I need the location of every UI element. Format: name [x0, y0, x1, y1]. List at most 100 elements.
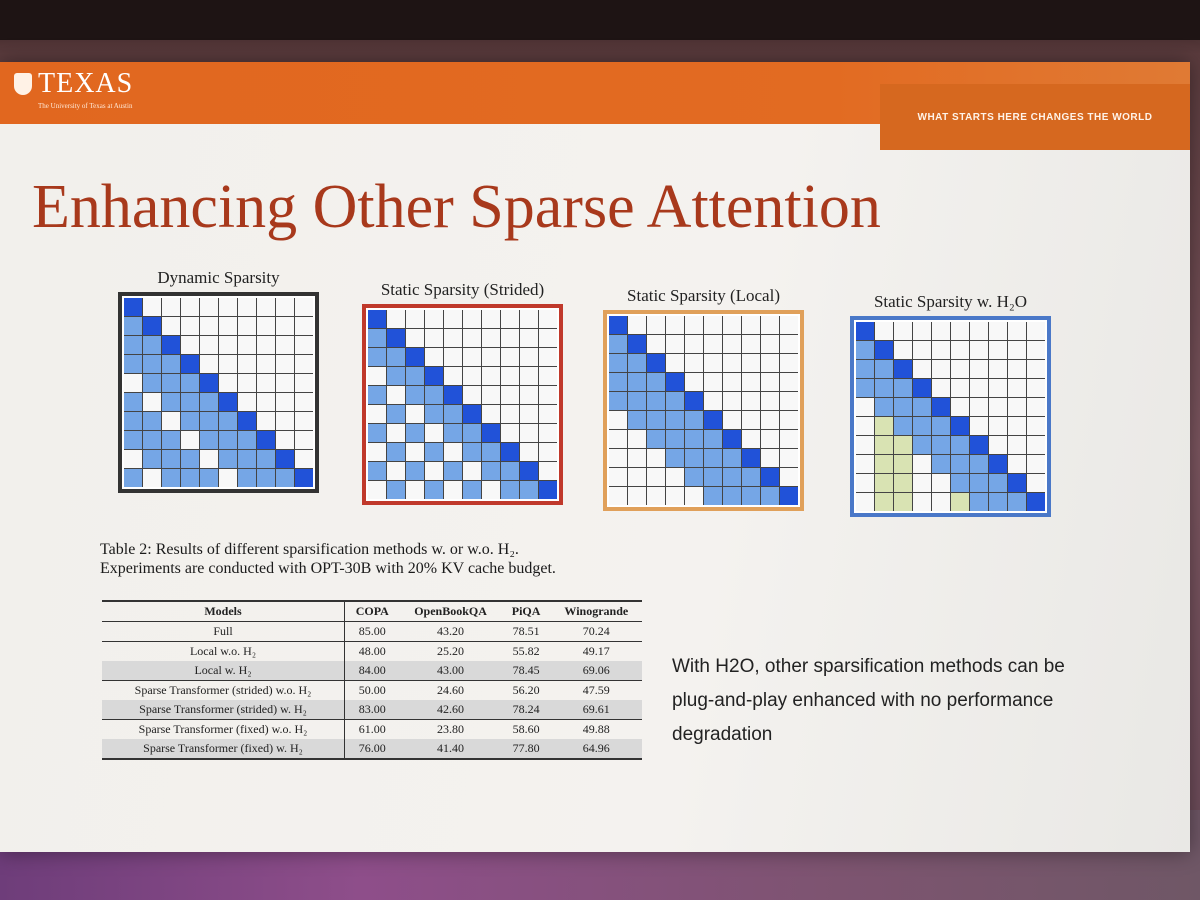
grid-cell — [143, 393, 161, 411]
grid-cell — [875, 379, 893, 397]
score-cell: 61.00 — [344, 719, 400, 739]
score-cell: 49.17 — [550, 641, 642, 661]
grid-cell — [628, 411, 646, 429]
grid-cell — [894, 474, 912, 492]
grid-cell — [894, 455, 912, 473]
grid-cell — [482, 386, 500, 404]
grid-cell — [780, 335, 798, 353]
grid-cell — [295, 412, 313, 430]
grid-cell — [685, 468, 703, 486]
grid-cell — [200, 450, 218, 468]
grid-cell — [780, 487, 798, 505]
grid-cell — [723, 411, 741, 429]
grid-cell — [970, 436, 988, 454]
matrix-frame — [362, 304, 563, 505]
grid-cell — [704, 354, 722, 372]
grid-cell — [539, 348, 557, 366]
score-cell: 55.82 — [501, 641, 551, 661]
grid-cell — [219, 450, 237, 468]
grid-cell — [951, 417, 969, 435]
grid-cell — [425, 329, 443, 347]
table-row: Sparse Transformer (strided) w.o. H₂ 50.… — [102, 680, 642, 700]
grid-cell — [162, 298, 180, 316]
grid-cell — [425, 443, 443, 461]
grid-cell — [276, 431, 294, 449]
header-winogrande: Winogrande — [550, 600, 642, 622]
grid-cell — [704, 430, 722, 448]
grid-cell — [387, 462, 405, 480]
grid-cell — [257, 431, 275, 449]
grid-cell — [200, 298, 218, 316]
score-cell: 58.60 — [501, 719, 551, 739]
grid-cell — [761, 411, 779, 429]
grid-cell — [894, 493, 912, 511]
grid-cell — [520, 367, 538, 385]
attention-grid — [124, 298, 313, 487]
grid-cell — [463, 443, 481, 461]
grid-cell — [520, 462, 538, 480]
grid-cell — [143, 412, 161, 430]
grid-cell — [647, 373, 665, 391]
matrix-label: Static Sparsity w. H₂O — [873, 292, 1028, 311]
grid-cell — [1027, 417, 1045, 435]
grid-cell — [647, 487, 665, 505]
grid-cell — [932, 398, 950, 416]
grid-cell — [276, 450, 294, 468]
score-cell: 70.24 — [550, 621, 642, 642]
grid-cell — [520, 310, 538, 328]
grid-cell — [181, 298, 199, 316]
grid-cell — [257, 336, 275, 354]
grid-cell — [238, 336, 256, 354]
room-background-top — [0, 0, 1200, 40]
grid-cell — [257, 393, 275, 411]
grid-cell — [501, 386, 519, 404]
grid-cell — [647, 411, 665, 429]
grid-cell — [181, 450, 199, 468]
table-row: Sparse Transformer (fixed) w. H₂ 76.00 4… — [102, 739, 642, 760]
grid-cell — [406, 481, 424, 499]
grid-cell — [666, 373, 684, 391]
table-row: Full 85.00 43.20 78.51 70.24 — [102, 621, 642, 642]
grid-cell — [704, 373, 722, 391]
score-cell: 76.00 — [344, 739, 400, 760]
grid-cell — [238, 431, 256, 449]
score-cell: 23.80 — [399, 719, 502, 739]
grid-cell — [463, 367, 481, 385]
grid-cell — [219, 469, 237, 487]
grid-cell — [387, 367, 405, 385]
score-cell: 69.06 — [550, 661, 642, 681]
matrix-label: Static Sparsity (Local) — [627, 286, 780, 305]
header-copa: COPA — [344, 600, 400, 622]
grid-cell — [539, 462, 557, 480]
grid-cell — [704, 392, 722, 410]
grid-cell — [276, 298, 294, 316]
grid-cell — [742, 392, 760, 410]
grid-cell — [1027, 474, 1045, 492]
grid-cell — [425, 348, 443, 366]
grid-cell — [368, 443, 386, 461]
grid-cell — [913, 360, 931, 378]
table-row: Sparse Transformer (strided) w. H₂ 83.00… — [102, 700, 642, 720]
score-cell: 78.45 — [501, 661, 551, 681]
grid-cell — [368, 405, 386, 423]
grid-cell — [970, 379, 988, 397]
grid-cell — [723, 316, 741, 334]
attention-grid — [856, 322, 1045, 511]
grid-cell — [1027, 436, 1045, 454]
grid-cell — [181, 374, 199, 392]
grid-cell — [647, 316, 665, 334]
grid-cell — [704, 316, 722, 334]
grid-cell — [856, 417, 874, 435]
grid-cell — [501, 443, 519, 461]
grid-cell — [666, 468, 684, 486]
grid-cell — [1008, 455, 1026, 473]
grid-cell — [200, 336, 218, 354]
grid-cell — [894, 322, 912, 340]
grid-cell — [723, 468, 741, 486]
grid-cell — [295, 317, 313, 335]
grid-cell — [951, 360, 969, 378]
grid-cell — [951, 341, 969, 359]
grid-cell — [628, 430, 646, 448]
matrix-label: Dynamic Sparsity — [157, 268, 280, 287]
grid-cell — [143, 298, 161, 316]
